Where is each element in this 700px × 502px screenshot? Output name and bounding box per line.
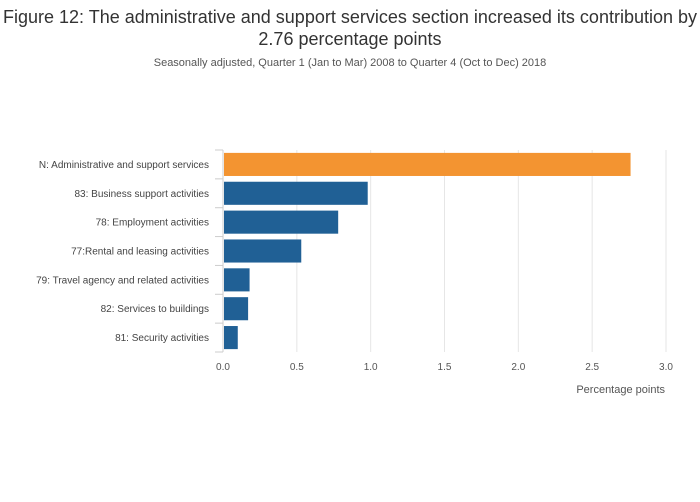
x-tick-label: 3.0 [659,362,673,373]
bar [224,181,368,205]
category-label: 79: Travel agency and related activities [36,275,209,286]
x-tick-label: 0.0 [216,362,230,373]
category-label: 77:Rental and leasing activities [71,247,209,258]
x-tick-label: 1.5 [438,362,452,373]
x-tick-label: 0.5 [290,362,304,373]
x-tick-label: 1.0 [364,362,378,373]
bar [224,326,238,350]
category-label: N: Administrative and support services [39,160,209,171]
category-label: 78: Employment activities [96,218,209,229]
bar [224,152,631,176]
x-axis-title: Percentage points [576,384,665,396]
bars [224,152,631,350]
chart-subtitle: Seasonally adjusted, Quarter 1 (Jan to M… [153,57,547,69]
chart-title: Figure 12: The administrative and suppor… [2,7,698,49]
category-labels: N: Administrative and support services 83… [36,160,209,344]
x-tick-labels: 0.0 0.5 1.0 1.5 2.0 2.5 3.0 [216,362,673,373]
category-label: 83: Business support activities [74,189,209,200]
bar [224,239,302,263]
x-tick-label: 2.0 [511,362,525,373]
bar [224,210,339,234]
x-tick-label: 2.5 [585,362,599,373]
bar [224,268,250,292]
category-label: 82: Services to buildings [101,304,209,315]
bar [224,297,249,321]
category-label: 81: Security activities [115,333,209,344]
